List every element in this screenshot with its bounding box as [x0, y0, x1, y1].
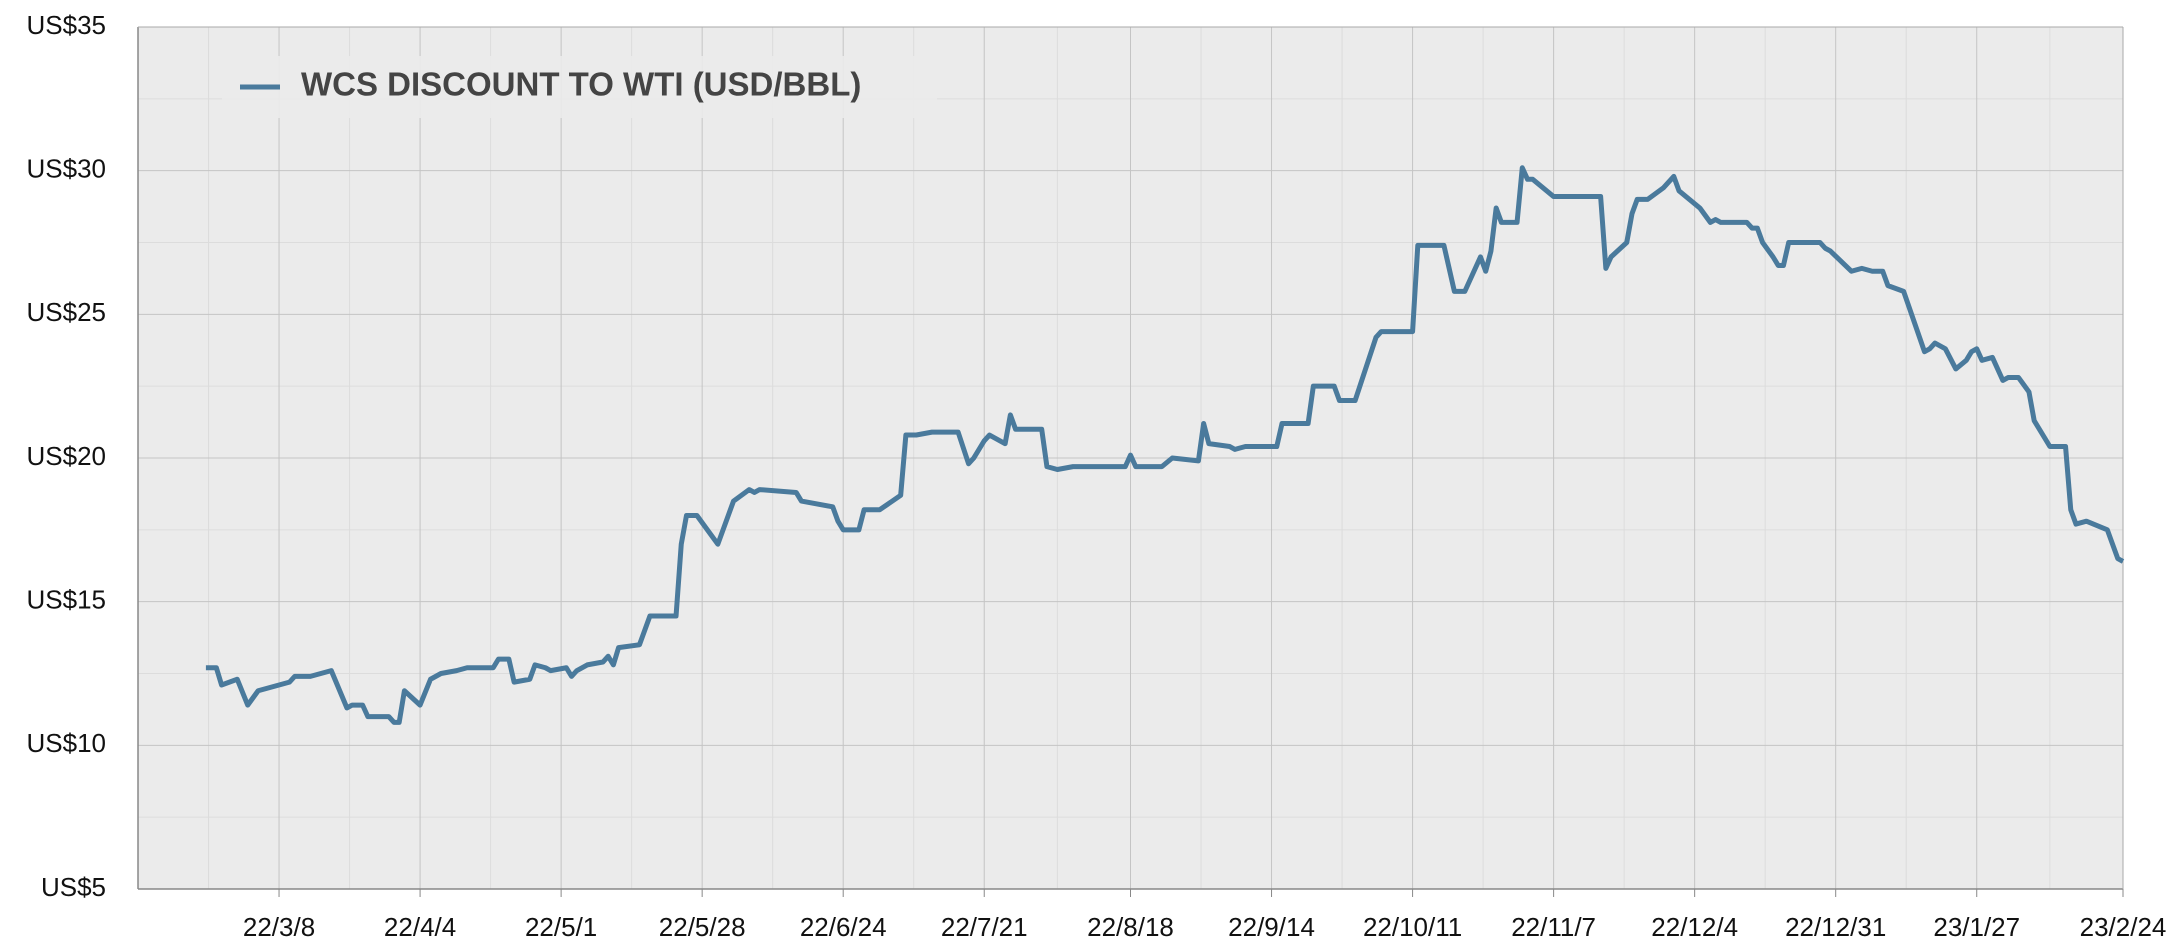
y-tick-label: US$10 [27, 728, 107, 758]
y-tick-label: US$15 [27, 585, 107, 615]
x-tick-label: 22/7/21 [941, 912, 1028, 942]
x-tick-label: 22/5/28 [659, 912, 746, 942]
x-tick-label: 22/9/14 [1228, 912, 1315, 942]
x-tick-label: 22/5/1 [525, 912, 597, 942]
y-tick-label: US$5 [41, 872, 106, 902]
y-tick-label: US$20 [27, 441, 107, 471]
x-tick-label: 23/1/27 [1933, 912, 2020, 942]
x-tick-label: 22/12/4 [1651, 912, 1738, 942]
legend-label: WCS DISCOUNT TO WTI (USD/BBL) [301, 66, 861, 103]
x-tick-label: 22/11/7 [1511, 912, 1596, 942]
x-tick-label: 22/3/8 [243, 912, 315, 942]
x-tick-label: 22/10/11 [1363, 912, 1462, 942]
x-tick-label: 22/4/4 [384, 912, 456, 942]
x-tick-label: 22/12/31 [1785, 912, 1886, 942]
y-tick-label: US$30 [27, 154, 107, 184]
x-tick-label: 22/8/18 [1087, 912, 1174, 942]
data-line [205, 165, 2125, 725]
x-tick-label: 22/6/24 [800, 912, 887, 942]
y-tick-label: US$35 [27, 10, 107, 40]
y-tick-label: US$25 [27, 297, 107, 327]
x-tick-label: 23/2/24 [2080, 912, 2167, 942]
legend-box [222, 56, 937, 118]
